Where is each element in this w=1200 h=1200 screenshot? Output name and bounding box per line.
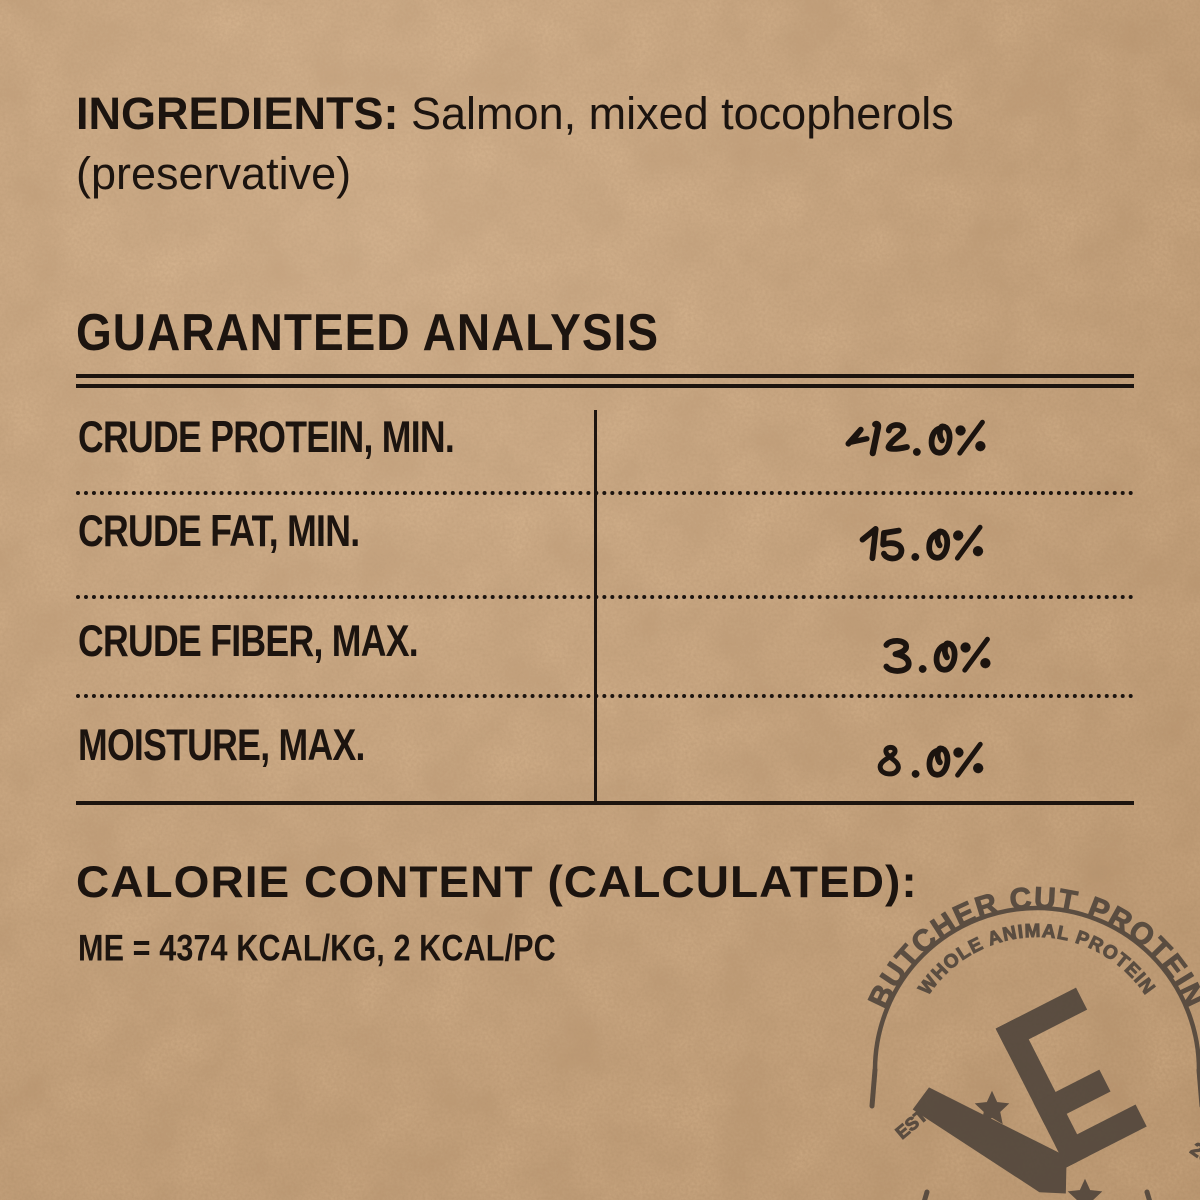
svg-text:200: 200	[1186, 1139, 1200, 1174]
